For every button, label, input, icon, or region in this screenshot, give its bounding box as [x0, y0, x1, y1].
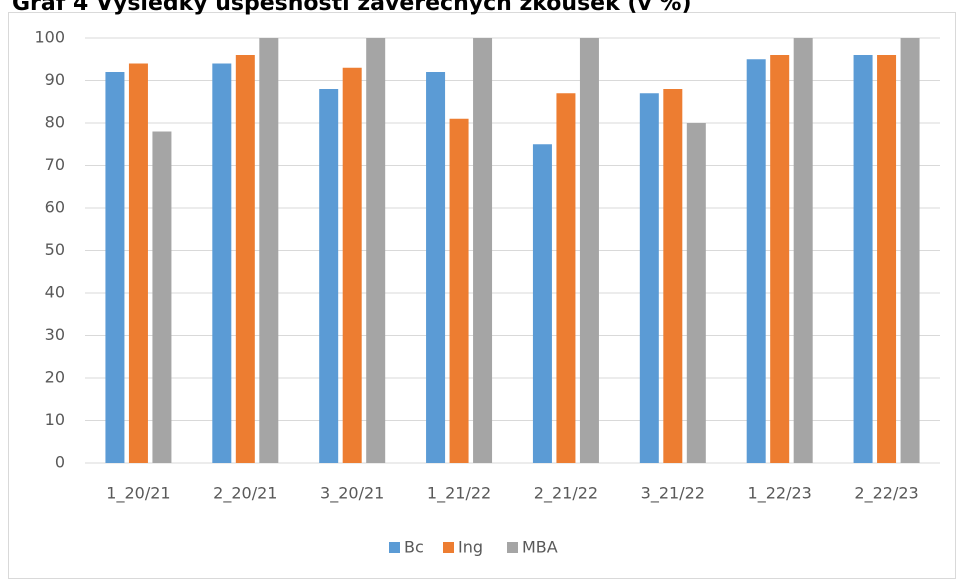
bar [686, 123, 706, 463]
bar [259, 38, 279, 463]
y-tick-label: 40 [45, 283, 65, 302]
legend-label: Ing [458, 538, 483, 557]
y-tick-label: 90 [45, 70, 65, 89]
legend-label: Bc [404, 538, 424, 557]
bar [793, 38, 813, 463]
bar [663, 89, 683, 463]
y-tick-label: 50 [45, 240, 65, 259]
y-tick-label: 0 [55, 453, 65, 472]
bar [770, 55, 790, 463]
x-tick-label: 1_21/22 [427, 484, 491, 504]
bar [532, 144, 552, 463]
bar [319, 89, 339, 463]
y-tick-label: 60 [45, 198, 65, 217]
y-tick-label: 10 [45, 410, 65, 429]
x-tick-label: 2_20/21 [213, 484, 277, 504]
y-tick-label: 20 [45, 368, 65, 387]
legend-swatch [507, 542, 518, 553]
x-tick-label: 1_22/23 [748, 484, 812, 504]
bar [877, 55, 897, 463]
legend-swatch [389, 542, 400, 553]
bar [212, 63, 232, 463]
x-tick-label: 2_21/22 [534, 484, 598, 504]
bar [366, 38, 386, 463]
bar [900, 38, 920, 463]
y-tick-label: 80 [45, 113, 65, 132]
x-tick-label: 2_22/23 [854, 484, 918, 504]
x-tick-label: 3_20/21 [320, 484, 384, 504]
x-tick-label: 3_21/22 [641, 484, 705, 504]
bar [128, 63, 148, 463]
bar [473, 38, 493, 463]
y-tick-label: 70 [45, 155, 65, 174]
chart-title: Graf 4 Výsledky úspěšnosti závěrečných z… [12, 0, 692, 16]
bar [152, 131, 172, 463]
bar [746, 59, 766, 463]
legend-swatch [443, 542, 454, 553]
bar [105, 72, 125, 463]
x-tick-label: 1_20/21 [106, 484, 170, 504]
bar [639, 93, 659, 463]
legend-label: MBA [522, 538, 558, 557]
bar [235, 55, 255, 463]
bar [449, 118, 469, 463]
bar [579, 38, 599, 463]
y-tick-label: 100 [34, 28, 65, 47]
bar [426, 72, 446, 463]
y-tick-label: 30 [45, 325, 65, 344]
bar [342, 67, 362, 463]
bar [556, 93, 576, 463]
bar [853, 55, 873, 463]
